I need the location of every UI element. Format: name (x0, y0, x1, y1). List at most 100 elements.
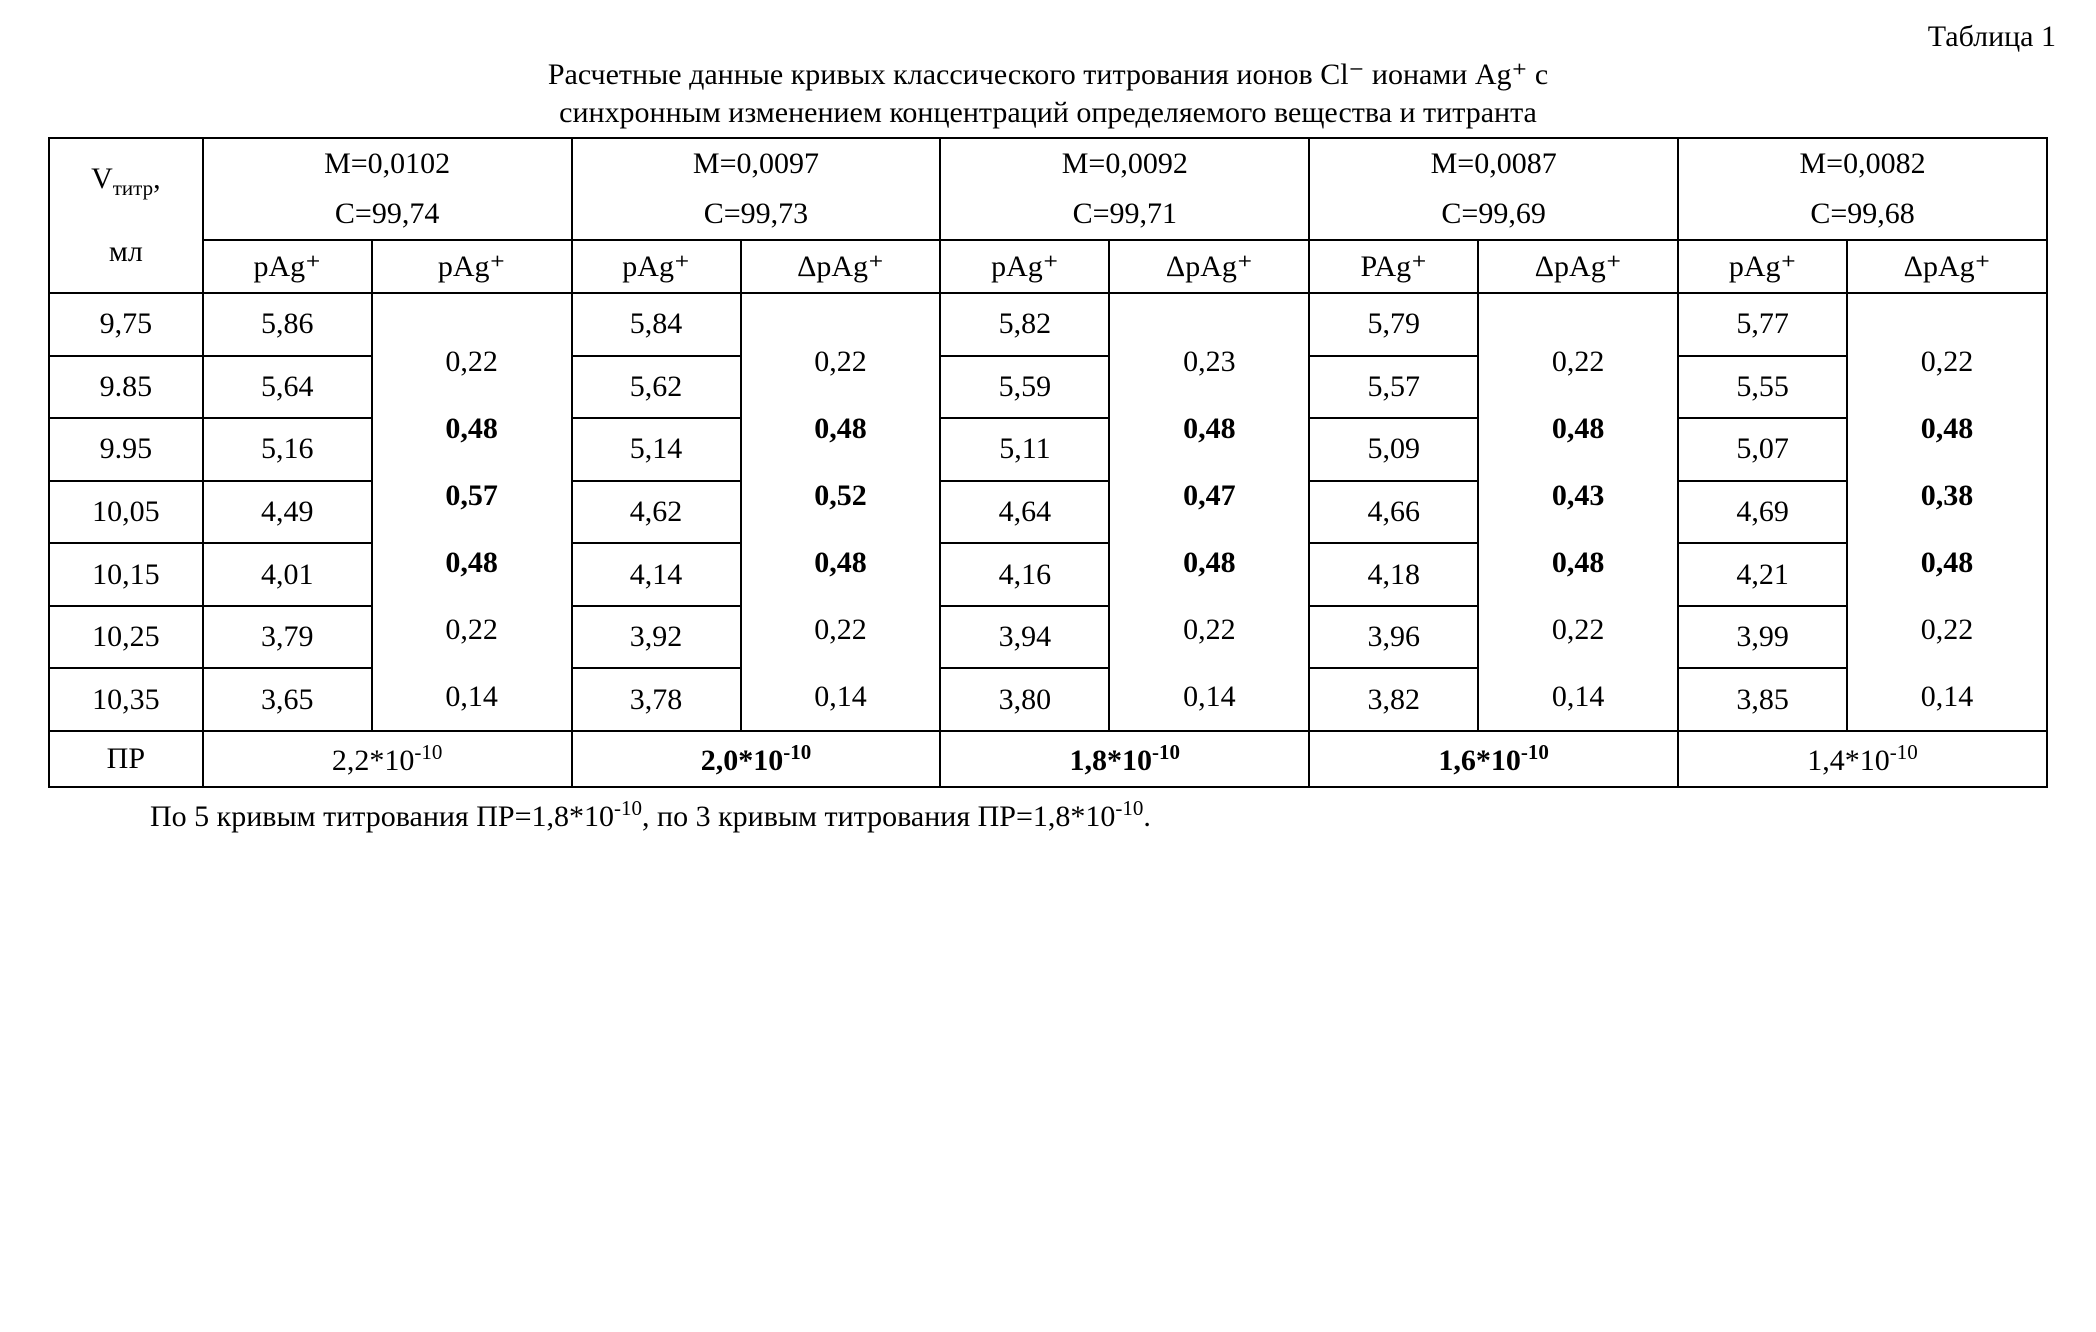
pr-value-4: 1,4*10-10 (1678, 731, 2047, 787)
sub-header-dpag-2: ΔpAg⁺ (1109, 240, 1309, 293)
pag-cell: 4,69 (1678, 481, 1847, 544)
group-header-c-0: C=99,74 (203, 189, 572, 240)
group-header-m-2: M=0,0092 (940, 138, 1309, 189)
table-row: 10,05 4,49 4,62 4,64 4,66 4,69 (49, 481, 2047, 544)
vtitr-cell: 10,15 (49, 543, 203, 606)
sub-header-dpag-1: ΔpAg⁺ (741, 240, 941, 293)
pag-cell: 3,79 (203, 606, 372, 669)
dpag-value: 0,14 (742, 663, 940, 730)
footer-prefix: По 5 кривым титрования ПР=1,8*10 (150, 800, 614, 833)
vtitr-cell: 9,75 (49, 293, 203, 356)
table-row: 10,35 3,65 3,78 3,80 3,82 3,85 (49, 668, 2047, 731)
dpag-value: 0,48 (1110, 395, 1308, 462)
pag-cell: 4,21 (1678, 543, 1847, 606)
pr-row: ПР 2,2*10-10 2,0*10-10 1,8*10-10 1,6*10-… (49, 731, 2047, 787)
dpag-value: 0,22 (373, 596, 571, 663)
caption-line-2: синхронным изменением концентраций опред… (559, 96, 1537, 129)
dpag-value: 0,14 (1479, 663, 1677, 730)
group-header-m-0: M=0,0102 (203, 138, 572, 189)
pag-cell: 5,64 (203, 356, 372, 419)
pag-cell: 3,65 (203, 668, 372, 731)
sub-header-pag-3: PAg⁺ (1309, 240, 1478, 293)
sub-header-pag-0: pAg⁺ (203, 240, 372, 293)
footer-exp-2: -10 (1115, 796, 1143, 820)
dpag-value: 0,14 (1110, 663, 1308, 730)
dpag-value: 0,48 (1479, 529, 1677, 596)
data-table: Vтитр, мл M=0,0102 M=0,0097 M=0,0092 M=0… (48, 137, 2048, 788)
sub-header-dpag-4: ΔpAg⁺ (1847, 240, 2047, 293)
pag-cell: 5,09 (1309, 418, 1478, 481)
vtitr-cell: 10,35 (49, 668, 203, 731)
group-header-c-2: C=99,71 (940, 189, 1309, 240)
dpag-value: 0,48 (742, 395, 940, 462)
sub-header-pag-1: pAg⁺ (572, 240, 741, 293)
dpag-value: 0,52 (742, 462, 940, 529)
dpag-value: 0,48 (742, 529, 940, 596)
pag-cell: 5,84 (572, 293, 741, 356)
pag-cell: 5,07 (1678, 418, 1847, 481)
header-row-m: Vтитр, мл M=0,0102 M=0,0097 M=0,0092 M=0… (49, 138, 2047, 189)
sub-header-pag-2: pAg⁺ (940, 240, 1109, 293)
pag-cell: 5,82 (940, 293, 1109, 356)
pag-cell: 3,92 (572, 606, 741, 669)
pag-cell: 4,01 (203, 543, 372, 606)
pag-cell: 5,86 (203, 293, 372, 356)
group-header-m-1: M=0,0097 (572, 138, 941, 189)
dpag-value: 0,14 (1848, 663, 2046, 730)
dpag-value: 0,48 (373, 395, 571, 462)
vtitr-cell: 10,25 (49, 606, 203, 669)
dpag-value: 0,57 (373, 462, 571, 529)
pag-cell: 4,14 (572, 543, 741, 606)
col-header-vtitr: Vтитр, мл (49, 138, 203, 293)
footer-note: По 5 кривым титрования ПР=1,8*10-10, по … (150, 796, 2066, 834)
pag-cell: 3,99 (1678, 606, 1847, 669)
group-header-c-4: C=99,68 (1678, 189, 2047, 240)
dpag-stack-2: 0,230,480,470,480,220,14 (1110, 294, 1308, 730)
dpag-value: 0,22 (1479, 596, 1677, 663)
dpag-value: 0,22 (373, 328, 571, 395)
dpag-value: 0,22 (1848, 596, 2046, 663)
table-row: 9.85 5,64 5,62 5,59 5,57 5,55 (49, 356, 2047, 419)
pag-cell: 4,64 (940, 481, 1109, 544)
vtitr-unit: мл (109, 235, 143, 268)
group-header-m-3: M=0,0087 (1309, 138, 1678, 189)
dpag-stack-1: 0,220,480,520,480,220,14 (742, 294, 940, 730)
dpag-value: 0,22 (1110, 596, 1308, 663)
caption-line-1: Расчетные данные кривых классического ти… (548, 58, 1548, 91)
pag-cell: 4,16 (940, 543, 1109, 606)
dpag-value: 0,22 (1848, 328, 2046, 395)
table-row: 10,25 3,79 3,92 3,94 3,96 3,99 (49, 606, 2047, 669)
pag-cell: 4,66 (1309, 481, 1478, 544)
dpag-stack-3: 0,220,480,430,480,220,14 (1479, 294, 1677, 730)
pag-cell: 3,78 (572, 668, 741, 731)
pag-cell: 5,57 (1309, 356, 1478, 419)
pag-cell: 3,94 (940, 606, 1109, 669)
dpag-value: 0,38 (1848, 462, 2046, 529)
pag-cell: 5,11 (940, 418, 1109, 481)
dpag-cell-4: 0,220,480,380,480,220,14 (1847, 293, 2047, 731)
dpag-cell-3: 0,220,480,430,480,220,14 (1478, 293, 1678, 731)
dpag-value: 0,22 (1479, 328, 1677, 395)
pr-value-0: 2,2*10-10 (203, 731, 572, 787)
dpag-cell-0: 0,220,480,570,480,220,14 (372, 293, 572, 731)
dpag-value: 0,22 (742, 596, 940, 663)
dpag-value: 0,43 (1479, 462, 1677, 529)
pr-value-1: 2,0*10-10 (572, 731, 941, 787)
vtitr-cell: 9.85 (49, 356, 203, 419)
header-row-sub: pAg⁺ pAg⁺ pAg⁺ ΔpAg⁺ pAg⁺ ΔpAg⁺ PAg⁺ ΔpA… (49, 240, 2047, 293)
table-row: 10,15 4,01 4,14 4,16 4,18 4,21 (49, 543, 2047, 606)
group-header-c-3: C=99,69 (1309, 189, 1678, 240)
pag-cell: 4,49 (203, 481, 372, 544)
footer-suffix: . (1143, 800, 1151, 833)
group-header-m-4: M=0,0082 (1678, 138, 2047, 189)
dpag-stack-0: 0,220,480,570,480,220,14 (373, 294, 571, 730)
dpag-cell-2: 0,230,480,470,480,220,14 (1109, 293, 1309, 731)
dpag-value: 0,48 (1848, 395, 2046, 462)
dpag-value: 0,48 (1110, 529, 1308, 596)
group-header-c-1: C=99,73 (572, 189, 941, 240)
table-row: 9,75 5,86 0,220,480,570,480,220,14 5,84 … (49, 293, 2047, 356)
pag-cell: 5,79 (1309, 293, 1478, 356)
sub-header-dpag-0: pAg⁺ (372, 240, 572, 293)
pr-value-2: 1,8*10-10 (940, 731, 1309, 787)
dpag-stack-4: 0,220,480,380,480,220,14 (1848, 294, 2046, 730)
